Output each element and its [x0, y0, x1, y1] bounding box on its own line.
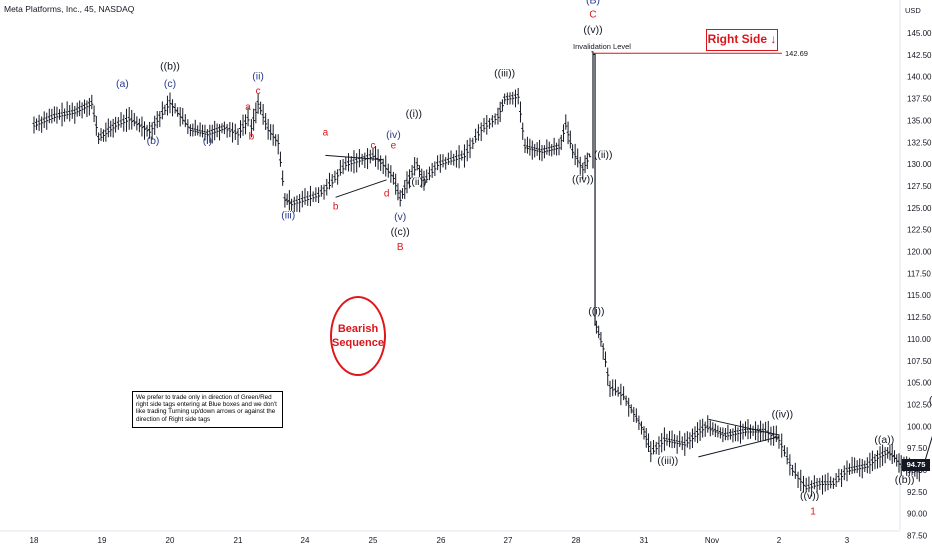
wave-label: a: [323, 127, 329, 138]
wave-label: ((v)): [800, 490, 819, 502]
invalidation-price: 142.69: [785, 49, 808, 58]
price-tick-label: 90.00: [907, 510, 928, 519]
price-tick-label: 115.00: [907, 291, 931, 300]
time-tick-label: 19: [98, 536, 107, 545]
wave-label: ((c)): [929, 395, 932, 407]
last-price-badge: 94.75: [902, 459, 930, 471]
wave-label: (a): [116, 78, 129, 90]
right-side-tag: Right Side ↓: [706, 29, 778, 51]
triangle-wave-iv-2-lower: [698, 436, 780, 458]
wave-label: ((iii)): [494, 68, 515, 80]
wave-label: ((iv)): [772, 409, 794, 421]
wave-label: ((a)): [874, 434, 894, 446]
arrow-down-icon: ↓: [770, 32, 777, 46]
wave-label: (ii): [252, 70, 264, 82]
time-tick-label: 28: [572, 536, 581, 545]
wave-label: (b): [147, 135, 160, 147]
bearish-label-line1: Bearish: [337, 323, 379, 335]
price-tick-label: 135.00: [907, 116, 932, 125]
price-tick-label: 92.50: [907, 488, 928, 497]
price-tick-label: 97.50: [907, 444, 928, 453]
triangle-wave-iv-2-upper: [708, 418, 780, 436]
price-tick-label: 120.00: [907, 248, 932, 257]
wave-label: 1: [810, 507, 816, 518]
price-tick-label: 105.00: [907, 379, 932, 388]
time-tick-label: 20: [166, 536, 175, 545]
time-tick-label: 27: [504, 536, 513, 545]
price-tick-label: 145.00: [907, 29, 932, 38]
invalidation-label: Invalidation Level: [573, 42, 631, 51]
chart-header-title: Meta Platforms, Inc., 45, NASDAQ: [4, 4, 135, 14]
price-tick-label: 110.00: [907, 335, 931, 344]
trading-note: We prefer to trade only in direction of …: [132, 391, 283, 428]
price-tick-label: 130.00: [907, 160, 932, 169]
time-axis: 18 19 20 21 24 25 26 27 28 31 Nov 2 3: [0, 530, 900, 545]
wave-label: b: [249, 132, 255, 143]
wave-label: (B): [586, 0, 600, 6]
wave-label: c: [256, 86, 261, 97]
wave-label: ((iv)): [572, 173, 594, 185]
time-tick-label: 2: [777, 536, 782, 545]
wave-label: ((i)): [588, 305, 604, 317]
wave-label: (c): [164, 78, 176, 90]
chart-overlays: Invalidation Level 142.69: [325, 42, 932, 473]
price-tick-label: 107.50: [907, 357, 932, 366]
wave-label: ((i)): [406, 108, 422, 120]
time-tick-label: 26: [437, 536, 446, 545]
wave-label: ((iii)): [657, 455, 678, 467]
price-tick-label: 112.50: [907, 313, 931, 322]
price-tick-label: 132.50: [907, 138, 932, 147]
right-side-tag-label: Right Side: [707, 32, 767, 46]
price-tick-label: 102.50: [907, 400, 932, 409]
wave-label: B: [397, 242, 404, 253]
wave-label: ((v)): [583, 24, 602, 36]
bearish-sequence-badge: Bearish Sequence: [330, 296, 386, 376]
time-tick-label: 25: [369, 536, 378, 545]
price-tick-label: 140.00: [907, 73, 932, 82]
price-tick-label: 125.00: [907, 204, 932, 213]
price-tick-label: 117.50: [907, 269, 931, 278]
currency-label: USD: [905, 6, 921, 15]
wave-label: b: [333, 202, 339, 213]
time-tick-label: 3: [845, 536, 850, 545]
triangle-wave-iv-1-upper: [325, 154, 384, 161]
wave-label: (v): [394, 211, 406, 223]
wave-label: a: [245, 102, 251, 113]
price-tick-label: 137.50: [907, 95, 932, 104]
wave-label: ((b)): [160, 61, 180, 73]
wave-label: ((ii)): [408, 176, 427, 188]
price-bars: [32, 51, 921, 497]
wave-label: (i): [203, 135, 212, 147]
wave-label: (iii): [281, 209, 295, 221]
wave-label: c: [371, 140, 376, 151]
bearish-label-line2: Sequence: [332, 337, 384, 349]
price-tick-label: 127.50: [907, 182, 932, 191]
time-tick-label: 31: [640, 536, 649, 545]
price-tick-label: 142.50: [907, 51, 932, 60]
wave-labels: (a)(b)((b))(c)(i)(ii)cab(iii)abc(iv)ed(v…: [116, 0, 932, 518]
triangle-wave-iv-1-lower: [335, 179, 387, 198]
wave-label: ((c)): [391, 226, 410, 238]
time-tick-label: 18: [30, 536, 39, 545]
wave-label: ((ii)): [594, 149, 613, 161]
time-tick-label: 24: [301, 536, 310, 545]
projection-path: [921, 435, 932, 473]
wave-label: e: [391, 140, 397, 151]
wave-label: ((b)): [895, 474, 915, 486]
time-tick-label: 21: [234, 536, 243, 545]
wave-label: C: [589, 9, 596, 20]
price-tick-label: 100.00: [907, 422, 932, 431]
time-tick-label: Nov: [705, 536, 719, 545]
wave-label: (iv): [386, 129, 401, 141]
price-tick-label: 122.50: [907, 226, 932, 235]
price-tick-label: 87.50: [907, 532, 928, 541]
wave-label: d: [384, 188, 390, 199]
